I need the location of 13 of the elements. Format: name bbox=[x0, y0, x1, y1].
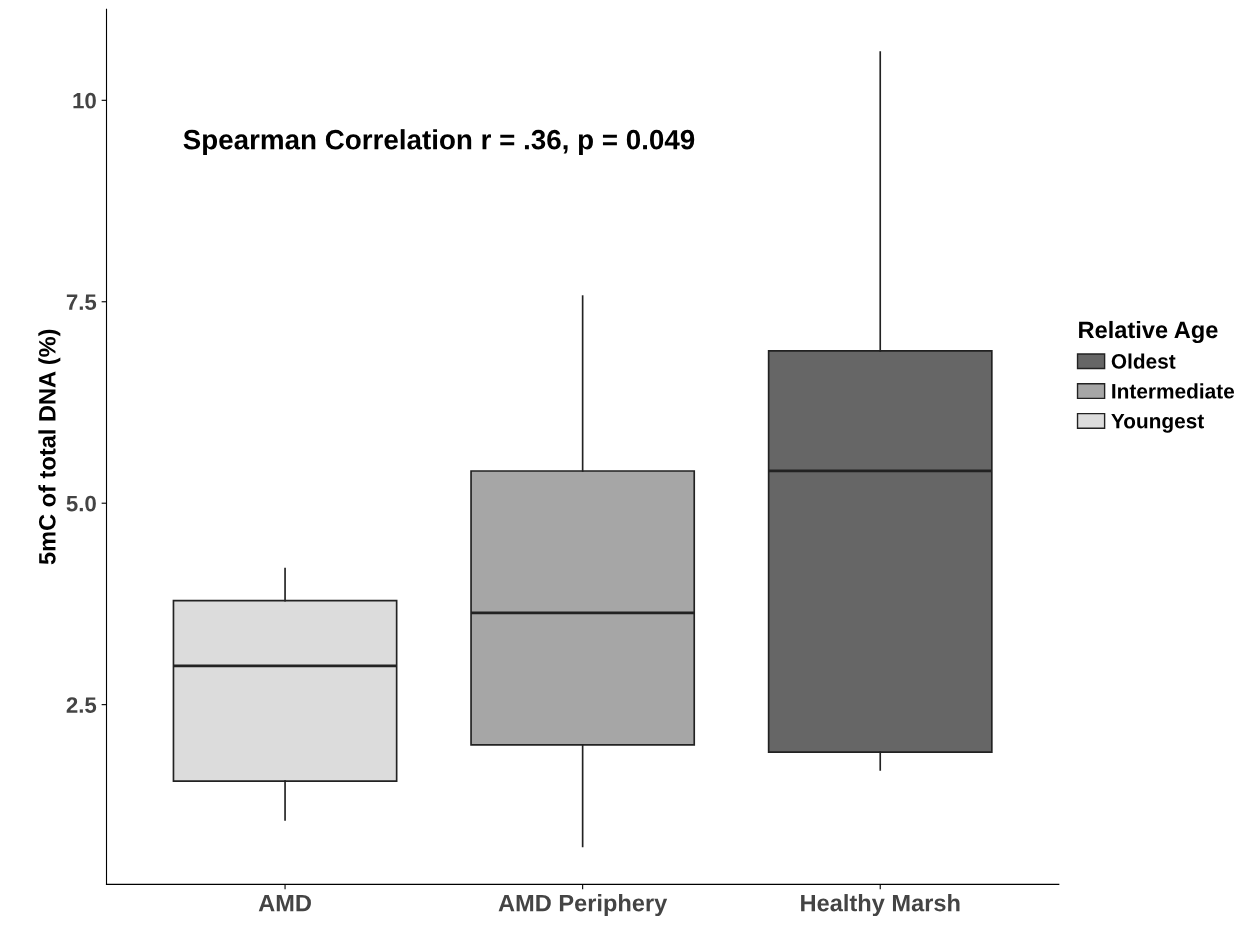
legend-label: Intermediate bbox=[1112, 383, 1235, 399]
y-axis-title: 5mC of total DNA (%) bbox=[38, 329, 61, 565]
legend-label: Oldest bbox=[1111, 353, 1176, 369]
x-tick-label: AMD Periphery bbox=[498, 894, 668, 917]
x-tick-label: Healthy Marsh bbox=[801, 894, 960, 917]
x-tick-label: AMD bbox=[258, 894, 311, 912]
y-tick-label: 5.0 bbox=[66, 495, 96, 512]
y-tick-label: 10 bbox=[73, 92, 96, 109]
legend-label: Youngest bbox=[1111, 413, 1204, 433]
y-tick-label: 7.5 bbox=[66, 294, 97, 311]
y-tick-label: 2.5 bbox=[66, 697, 97, 713]
annotation: Spearman Correlation r = .36, p = 0.049 bbox=[183, 129, 695, 156]
legend-title: Relative Age bbox=[1079, 320, 1218, 344]
